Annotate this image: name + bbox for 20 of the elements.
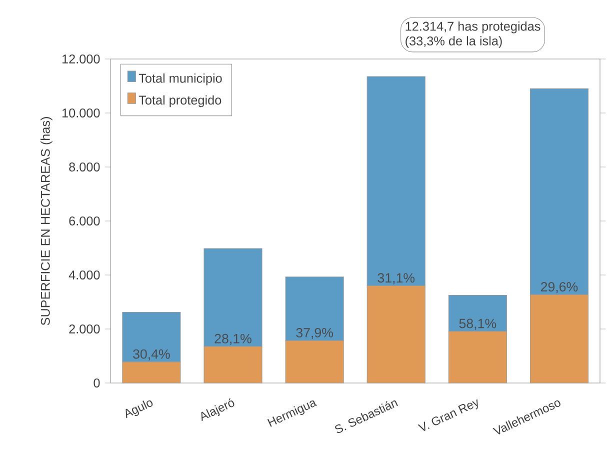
y-tick-label: 0: [94, 378, 100, 388]
annotation: 37,9%: [296, 328, 333, 340]
text: (33,3% de la isla): [406, 36, 502, 48]
y-tick-label: 12.000: [62, 54, 100, 64]
y-tick-label: 6.000: [69, 216, 100, 226]
legend-label: Total protegido: [138, 95, 222, 108]
y-tick-label: 2.000: [69, 324, 100, 334]
x-tick-label: Agulo: [126, 400, 153, 418]
y-axis-title: SUPERFICIE EN HECTAREAS (has): [40, 117, 52, 326]
text: 12.314,7 has protegidas: [406, 21, 540, 34]
annotation: 29,6%: [540, 282, 578, 294]
y-tick-label: 10.000: [62, 108, 100, 118]
annotation: 58,1%: [459, 318, 496, 330]
annotation: 28,1%: [214, 334, 252, 345]
legend-label: Total municipio: [138, 73, 222, 86]
y-tick-label: 8.000: [69, 162, 100, 172]
y-tick-label: 4.000: [68, 270, 100, 280]
annotation: 31,1%: [378, 273, 415, 284]
x-tick-label: V. Gran Rey: [418, 399, 478, 431]
annotation: 30,4%: [133, 349, 170, 360]
